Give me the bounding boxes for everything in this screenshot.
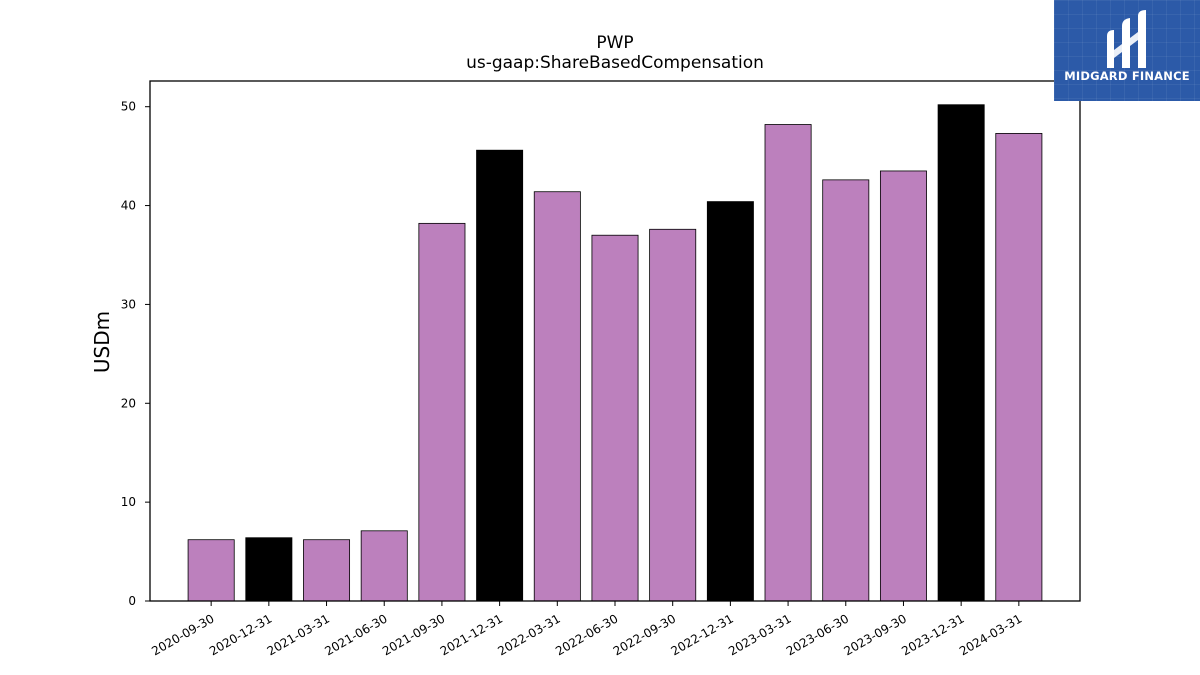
bar-2023-06-30: [822, 179, 870, 602]
bar-2024-03-31: [995, 132, 1043, 602]
y-axis-ticks: 0 10 20 30 40 50: [121, 100, 150, 608]
x-axis-ticks: 2020-09-302020-12-312021-03-312021-06-30…: [149, 601, 1024, 658]
y-axis-label: USDm: [90, 311, 114, 373]
bar-2022-03-31: [533, 191, 581, 602]
x-tick-label: 2024-03-31: [957, 611, 1024, 658]
x-tick-label: 2021-09-30: [380, 611, 447, 658]
bar-2023-03-31: [764, 124, 812, 602]
bar-2020-12-31: [245, 537, 293, 602]
bar-2021-03-31: [303, 539, 351, 602]
x-tick-label: 2021-06-30: [322, 611, 389, 658]
bar-2022-06-30: [591, 234, 639, 602]
x-tick-label: 2023-09-30: [842, 611, 909, 658]
x-tick-label: 2020-09-30: [149, 611, 216, 658]
x-tick-label: 2021-03-31: [265, 611, 332, 658]
bar-2022-09-30: [649, 228, 697, 602]
x-tick-label: 2022-06-30: [553, 611, 620, 658]
x-tick-label: 2022-12-31: [668, 611, 735, 658]
logo-text: MIDGARD FINANCE: [1064, 69, 1190, 83]
y-tick-label: 30: [121, 297, 136, 311]
y-tick-label: 50: [121, 100, 136, 114]
bars-group: [187, 104, 1043, 602]
plot-area-frame: [149, 80, 1081, 602]
x-tick-label: 2023-06-30: [784, 611, 851, 658]
y-tick-label: 40: [121, 199, 136, 213]
bar-2023-09-30: [879, 170, 927, 602]
x-tick-label: 2023-12-31: [899, 611, 966, 658]
y-tick-label: 10: [121, 495, 136, 509]
bar-2021-06-30: [360, 530, 408, 602]
y-tick-label: 20: [121, 396, 136, 410]
bar-2022-12-31: [706, 201, 754, 602]
y-tick-label: 0: [128, 594, 136, 608]
bar-2021-12-31: [476, 149, 524, 602]
x-tick-label: 2022-03-31: [495, 611, 562, 658]
bar-2023-12-31: [937, 104, 985, 602]
x-tick-label: 2020-12-31: [207, 611, 274, 658]
bar-2021-09-30: [418, 222, 466, 602]
x-tick-label: 2021-12-31: [438, 611, 505, 658]
x-tick-label: 2023-03-31: [726, 611, 793, 658]
midgard-finance-logo: MIDGARD FINANCE: [1054, 0, 1200, 101]
x-tick-label: 2022-09-30: [611, 611, 678, 658]
chart-title: PWP: [596, 33, 633, 53]
logo-mark-icon: [1107, 10, 1146, 68]
chart-subtitle: us-gaap:ShareBasedCompensation: [466, 53, 764, 73]
bar-2020-09-30: [187, 539, 235, 602]
